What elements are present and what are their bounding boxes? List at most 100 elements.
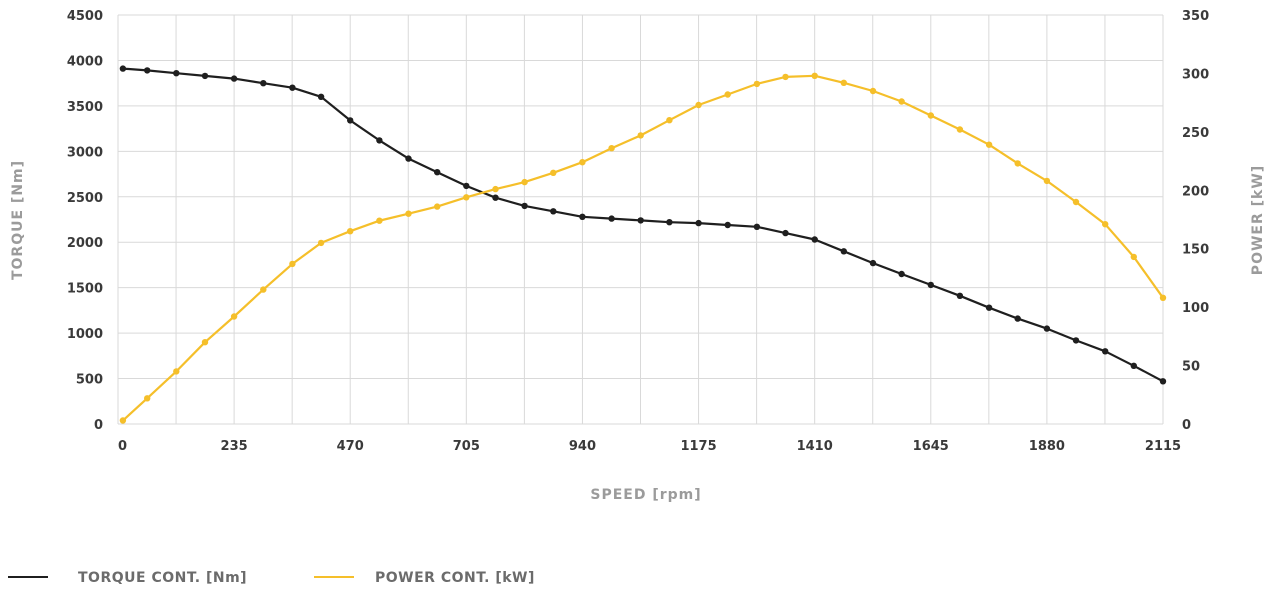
data-point [840,79,847,87]
left-tick-label: 2000 [67,236,103,251]
x-tick-label: 940 [569,439,596,454]
data-point [1014,160,1021,167]
data-point [492,185,499,193]
data-point [898,270,905,278]
data-point [1102,221,1109,228]
data-point [695,219,702,227]
data-point [840,248,847,255]
data-point [985,141,993,148]
data-point [434,169,441,176]
data-point [666,219,673,226]
data-point [317,93,325,101]
right-tick-label: 200 [1182,184,1209,199]
data-point [289,84,296,91]
data-point [405,155,412,162]
data-point [463,194,470,201]
data-point [782,73,789,81]
data-point [666,117,673,124]
data-point [724,91,731,98]
data-point [201,339,209,346]
data-point [724,221,731,229]
left-tick-label: 3500 [67,100,103,115]
left-tick-label: 4000 [67,54,103,69]
data-point [637,217,644,224]
data-point [637,132,644,139]
data-point [1072,198,1080,206]
right-tick-label: 350 [1182,9,1209,24]
data-point [811,236,818,243]
series-layer [119,65,1167,424]
right-axis-ticks: 0 50 100 150 200 250 300 350 [1182,9,1209,433]
data-point [1159,378,1167,385]
data-point [1043,325,1051,332]
right-axis-title: POWER [kW] [1250,165,1266,275]
left-tick-label: 1500 [67,282,103,297]
data-point [230,75,238,82]
x-tick-label: 0 [118,439,127,454]
x-axis-ticks: 0 235 470 705 940 1175 1410 1645 1880 2115 [118,439,1181,454]
data-point [753,80,761,88]
x-tick-label: 705 [453,439,480,454]
series-line [122,74,1164,422]
data-point [869,259,877,267]
data-point [434,203,441,210]
data-point [492,194,499,201]
data-point [1130,253,1138,261]
right-tick-label: 150 [1182,243,1209,258]
data-point [173,70,180,77]
data-point [956,126,964,133]
data-point [347,117,354,124]
data-point [811,72,818,80]
x-tick-label: 235 [221,439,248,454]
data-point [144,67,151,74]
data-point [201,72,209,80]
data-point [347,228,354,235]
data-point [521,202,528,210]
x-tick-label: 470 [337,439,364,454]
series-line [122,67,1164,383]
left-tick-label: 0 [94,418,103,433]
data-point [956,292,964,299]
x-axis-title: SPEED [rpm] [590,487,701,503]
data-point [985,304,993,311]
data-point [119,417,127,424]
data-point [376,137,383,144]
x-tick-label: 1410 [797,439,833,454]
left-tick-label: 3000 [67,145,103,160]
left-axis-ticks: 0 500 1000 1500 2000 2500 3000 3500 4000 4500 [67,9,103,433]
data-point [608,215,615,222]
data-point [230,313,238,320]
right-tick-label: 100 [1182,301,1209,316]
data-point [550,208,557,215]
data-point [376,217,383,224]
left-axis-title: TORQUE [Nm] [10,160,26,280]
x-tick-label: 1645 [913,439,949,454]
data-point [579,213,586,220]
data-point [317,239,325,247]
data-point [608,145,615,152]
data-point [927,112,934,119]
legend-label-torque: TORQUE CONT. [Nm] [78,570,247,586]
x-tick-label: 2115 [1145,439,1181,454]
data-point [579,159,586,166]
right-tick-label: 0 [1182,418,1191,433]
data-point [1102,348,1109,355]
data-point [463,182,470,190]
data-point [289,260,296,268]
data-point [119,65,127,72]
data-point [260,80,267,87]
data-point [144,395,151,402]
x-tick-label: 1880 [1029,439,1065,454]
data-point [753,223,761,230]
data-point [405,210,412,217]
left-tick-label: 500 [76,373,103,388]
right-tick-label: 250 [1182,126,1209,141]
x-tick-label: 1175 [680,439,716,454]
data-point [927,281,934,289]
data-point [695,101,702,109]
legend-label-power: POWER CONT. [kW] [375,570,535,586]
data-point [260,286,267,293]
left-tick-label: 1000 [67,327,103,342]
data-point [550,169,557,176]
